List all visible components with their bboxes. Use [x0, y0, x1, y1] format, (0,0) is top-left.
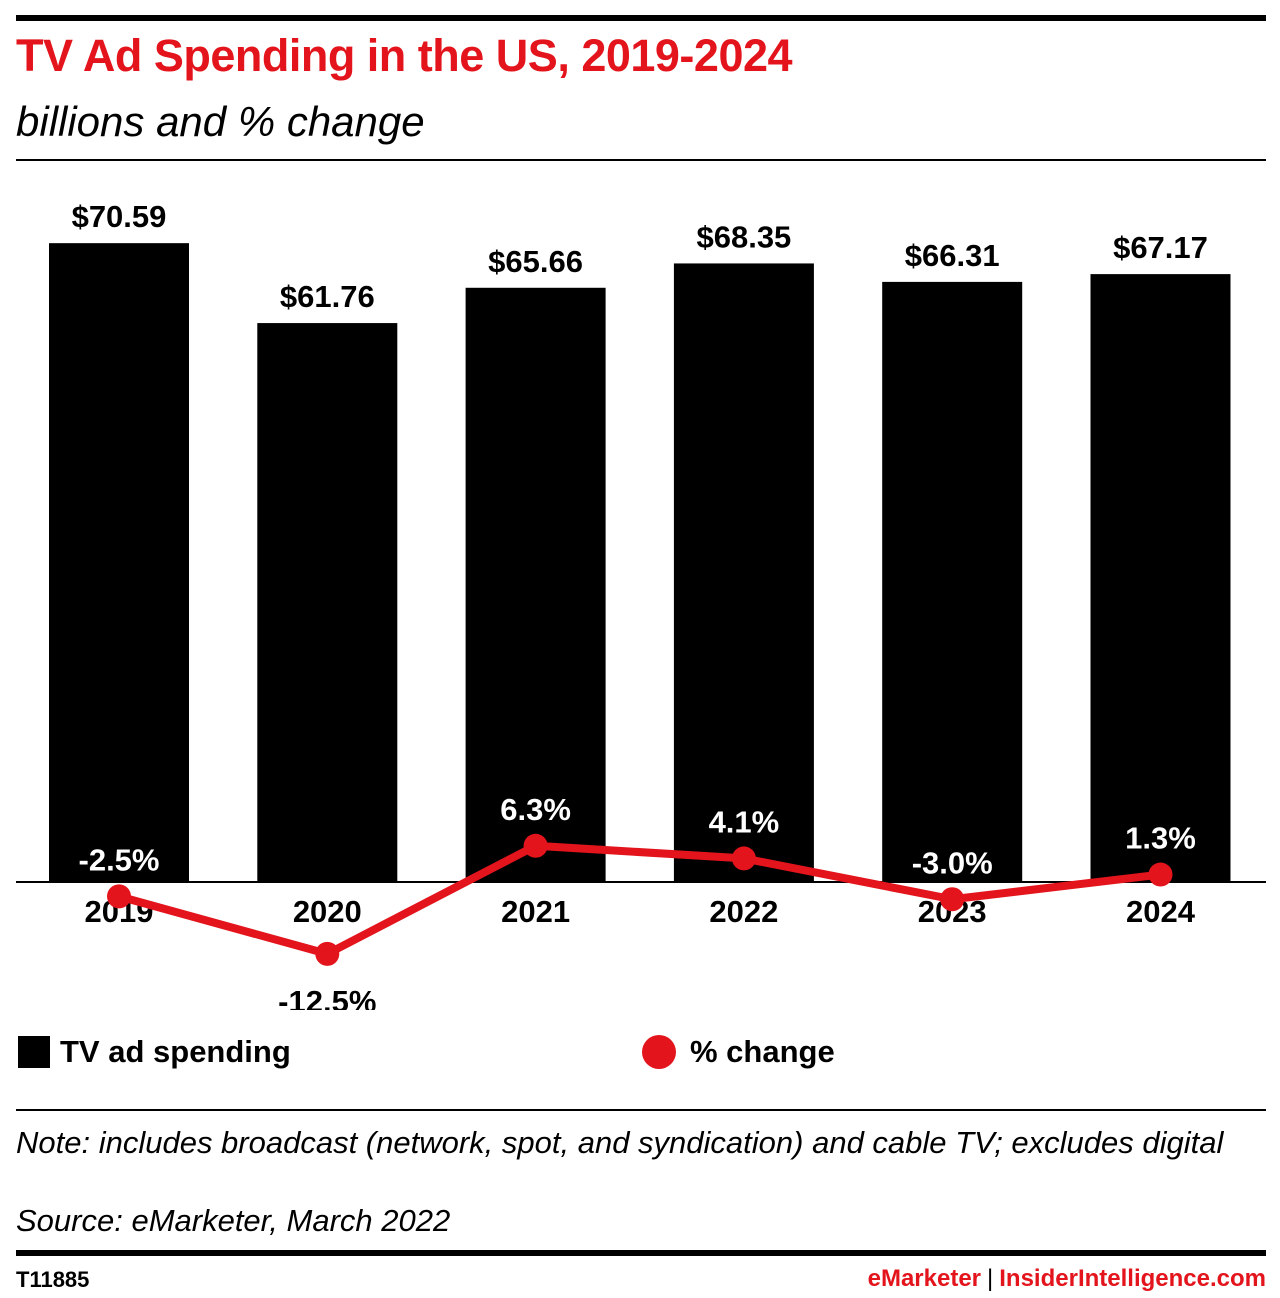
pct-change-point	[315, 941, 340, 966]
x-tick-label: 2020	[293, 894, 362, 929]
chart-title: TV Ad Spending in the US, 2019-2024	[16, 30, 793, 81]
pct-change-label: 1.3%	[1125, 821, 1196, 856]
x-tick-label: 2024	[1126, 894, 1196, 929]
pct-change-label: -3.0%	[912, 845, 993, 880]
legend-item-bar: TV ad spending	[18, 1034, 291, 1070]
footer-brand: eMarketer | InsiderIntelligence.com	[868, 1265, 1266, 1293]
x-tick-label: 2021	[501, 894, 570, 929]
bar-value-label: $61.76	[280, 279, 375, 314]
brand-insider-intelligence: InsiderIntelligence.com	[999, 1265, 1266, 1292]
bar-2022	[673, 263, 814, 882]
pct-change-label: -2.5%	[79, 842, 160, 877]
footer-rule	[16, 1250, 1266, 1256]
bar-2019	[49, 243, 189, 882]
bar-value-label: $67.17	[1113, 230, 1208, 265]
legend-bar-label: TV ad spending	[60, 1034, 291, 1069]
pct-change-point	[523, 833, 548, 858]
chart-note: Note: includes broadcast (network, spot,…	[16, 1125, 1224, 1160]
notes-divider	[16, 1109, 1266, 1111]
title-divider	[16, 159, 1266, 161]
bar-value-label: $65.66	[488, 244, 583, 279]
legend-item-line: % change	[642, 1034, 835, 1070]
chart-area: $70.59$61.76$65.66$68.35$66.31 $67.17 201…	[16, 199, 1266, 1010]
legend-swatch-dot-icon	[642, 1035, 676, 1069]
pct-change-line-layer	[107, 833, 1173, 966]
x-tick-label: 2022	[709, 894, 778, 929]
x-tick-labels-layer: 2019 2020 2021 2022 2023 2024	[85, 894, 1196, 929]
pct-change-point	[731, 846, 756, 871]
pct-change-line	[117, 841, 1161, 958]
pct-change-label: -12.5%	[278, 984, 376, 1010]
bar-value-label: $66.31	[905, 238, 1000, 273]
bar-2021	[465, 287, 606, 883]
bar-2023	[882, 281, 1023, 882]
bar-value-label: $70.59	[72, 199, 167, 234]
bars-layer	[49, 243, 1231, 883]
pct-change-label: 4.1%	[709, 804, 780, 839]
pct-change-label: 6.3%	[500, 792, 571, 827]
pct-change-point	[107, 884, 131, 909]
bar-value-label: $68.35	[696, 219, 791, 254]
chart-source: Source: eMarketer, March 2022	[16, 1203, 451, 1238]
pct-change-point	[940, 887, 965, 912]
bar-2024	[1090, 274, 1231, 882]
chart-subtitle: billions and % change	[16, 98, 425, 145]
brand-separator: |	[987, 1265, 994, 1292]
legend-line-label: % change	[690, 1034, 835, 1069]
bar-2020	[257, 323, 398, 882]
chart-id: T11885	[16, 1267, 90, 1292]
legend-swatch-square-icon	[18, 1036, 50, 1068]
bar-labels-layer: $70.59 $61.76 $65.66 $68.35 $66.31 $67.17	[72, 199, 1208, 314]
pct-change-point	[1148, 862, 1173, 887]
brand-emarketer: eMarketer	[867, 1265, 982, 1292]
pct-change-labels-layer: -2.5% -12.5% 6.3% 4.1% -3.0% 1.3%	[79, 792, 1196, 1010]
top-rule	[16, 15, 1266, 21]
